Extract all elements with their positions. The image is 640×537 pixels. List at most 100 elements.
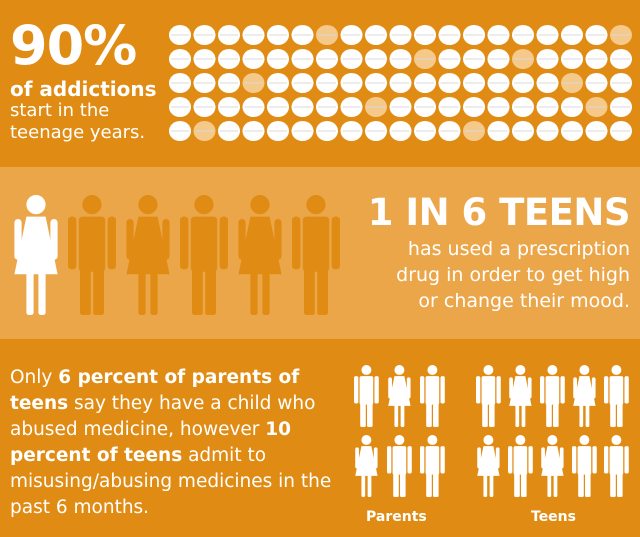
one-in-six-headline: 1 IN 6 TEENS <box>367 191 631 234</box>
person-icon <box>126 195 170 315</box>
person-icon <box>14 195 58 315</box>
pill-icon <box>316 121 338 141</box>
one-in-six-line-3: or change their mood. <box>418 290 630 312</box>
teen-icon <box>508 435 533 497</box>
pill-icon <box>242 121 265 141</box>
para-text-2: say they have a child who abused medicin… <box>10 393 316 440</box>
teen-icon <box>477 435 500 497</box>
pill-icon <box>218 49 240 69</box>
pill-icon <box>291 97 314 117</box>
pill-icon <box>242 73 265 93</box>
pill-icon <box>487 73 510 93</box>
pill-icon <box>193 97 216 117</box>
parent-icon <box>388 365 411 427</box>
parent-icon <box>420 365 445 427</box>
pill-icon <box>291 73 314 93</box>
pill-icon <box>512 121 534 141</box>
pill-icon <box>463 121 485 141</box>
pill-icon <box>218 73 240 93</box>
addictions-bold-text: of addictions <box>10 77 157 101</box>
pill-icon <box>463 25 485 45</box>
pill-icon <box>389 97 412 117</box>
pill-icon <box>536 49 559 69</box>
pill-icon <box>169 121 191 141</box>
pill-icon <box>438 25 461 45</box>
pill-icon <box>316 49 338 69</box>
pill-icon <box>316 73 338 93</box>
pill-icon <box>610 97 632 117</box>
pill-icon <box>610 49 632 69</box>
one-in-six-line-2: drug in order to get high <box>396 264 630 286</box>
parent-icon <box>387 435 412 497</box>
pill-icon <box>267 121 289 141</box>
para-text-1: Only <box>10 367 59 388</box>
pill-icon <box>414 121 436 141</box>
para-text-3: admit to misusing/abusing medicines in t… <box>10 445 332 518</box>
one-in-six-line-1: has used a prescription <box>407 238 630 260</box>
one-in-six-people-icons <box>14 195 340 315</box>
pill-icon <box>512 49 534 69</box>
teen-icon <box>604 435 629 497</box>
addictions-stat-section: 90% of addictions start in the teenage y… <box>0 0 640 167</box>
pill-icon <box>340 25 363 45</box>
pill-icon <box>340 73 363 93</box>
para-highlight-teens: 10 percent of teens <box>10 419 292 466</box>
pill-icon <box>193 25 216 45</box>
pill-icon <box>561 49 583 69</box>
teen-icon <box>573 365 596 427</box>
pill-icon <box>316 97 338 117</box>
pill-icon <box>610 121 632 141</box>
pill-icon <box>414 97 436 117</box>
pill-icon <box>536 73 559 93</box>
parent-icon <box>355 435 378 497</box>
pill-icon <box>610 25 632 45</box>
pill-icon <box>169 25 191 45</box>
pill-icon <box>463 49 485 69</box>
pill-icon <box>414 73 436 93</box>
pill-icon <box>169 97 191 117</box>
pill-icon <box>438 121 461 141</box>
pill-icon <box>365 49 387 69</box>
pill-icon <box>291 121 314 141</box>
pill-icon <box>389 121 412 141</box>
pill-icon <box>487 25 510 45</box>
teens-stat-section: 1 IN 6 TEENS has used a prescription dru… <box>0 167 640 339</box>
pill-icon <box>561 73 583 93</box>
teens-label: Teens <box>531 509 576 525</box>
pill-icon <box>242 25 265 45</box>
pill-icon <box>218 121 240 141</box>
pill-icon <box>585 121 608 141</box>
pill-icon <box>463 73 485 93</box>
pill-icon <box>193 49 216 69</box>
pill-icon <box>487 121 510 141</box>
pill-icon <box>585 97 608 117</box>
pill-icon <box>218 25 240 45</box>
parents-label: Parents <box>366 509 427 525</box>
teen-icon <box>476 365 501 427</box>
pill-icon <box>291 49 314 69</box>
pill-icon <box>389 49 412 69</box>
addictions-line-2: teenage years. <box>10 122 146 143</box>
parent-icon <box>420 435 445 497</box>
person-icon <box>180 195 228 315</box>
teen-icon <box>541 435 564 497</box>
pill-icon <box>365 97 387 117</box>
pill-icon <box>487 49 510 69</box>
pill-grid-graphic <box>169 25 632 141</box>
pill-icon <box>561 121 583 141</box>
pill-icon <box>561 25 583 45</box>
pill-icon <box>365 121 387 141</box>
pill-icon <box>438 49 461 69</box>
pill-icon <box>340 49 363 69</box>
teens-people-icons <box>476 365 629 497</box>
pill-icon <box>267 73 289 93</box>
pill-icon <box>585 25 608 45</box>
pill-icon <box>438 97 461 117</box>
pill-icon <box>242 49 265 69</box>
pill-icon <box>536 25 559 45</box>
teen-icon <box>540 365 565 427</box>
pill-icon <box>340 97 363 117</box>
pill-icon <box>512 97 534 117</box>
pill-icon <box>414 49 436 69</box>
teen-icon <box>572 435 597 497</box>
